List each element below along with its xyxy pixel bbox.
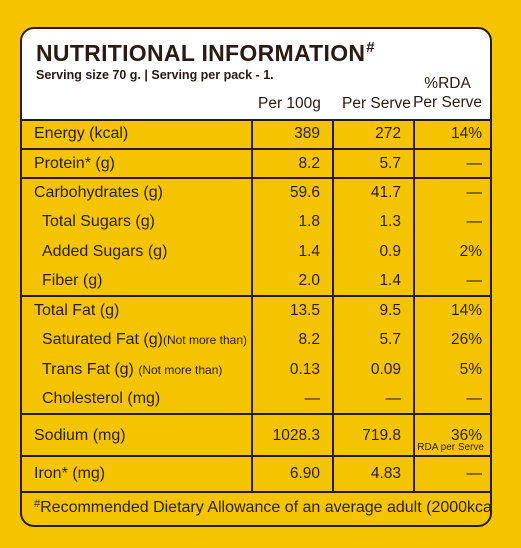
row-fiber: Fiber (g) 2.0 1.4 — (22, 266, 490, 295)
nutrient-name-text: Trans Fat (g) (42, 360, 134, 378)
footer-note: #Recommended Dietary Allowance of an ave… (34, 498, 492, 517)
value-per-100g: 2.0 (298, 271, 320, 289)
value-per-100g: 0.13 (289, 360, 320, 378)
row-divider (22, 413, 490, 415)
row-total-sugars: Total Sugars (g) 1.8 1.3 — (22, 207, 490, 237)
row-divider (22, 295, 490, 297)
row-iron: Iron* (mg) 6.90 4.83 — (22, 457, 490, 491)
nutrition-panel: NUTRITIONAL INFORMATION# Serving size 70… (20, 27, 492, 527)
value-per-serve: 5.7 (379, 331, 401, 348)
value-per-100g: 1.8 (298, 213, 320, 230)
nutrient-name: Energy (kcal) (34, 125, 129, 142)
row-divider (22, 177, 490, 179)
row-cholesterol: Cholesterol (mg) — — — (22, 384, 490, 413)
value-rda: 5% (459, 360, 482, 378)
nutrient-name: Trans Fat (g) (Not more than) (42, 361, 222, 379)
value-per-serve: — (385, 389, 402, 407)
serving-info: Serving size 70 g. | Serving per pack - … (36, 68, 274, 82)
value-rda: — (466, 271, 483, 289)
footer-divider (22, 491, 490, 493)
value-rda: 14% (450, 302, 482, 319)
value-per-serve: 0.09 (370, 360, 401, 378)
column-header-per-100g: Per 100g (258, 95, 321, 112)
value-rda: — (466, 465, 483, 482)
header-divider (22, 119, 490, 121)
nutrient-name: Total Sugars (g) (42, 213, 155, 230)
rda-note: RDA per Serve (417, 442, 484, 453)
value-rda: 14% (450, 125, 482, 142)
nutrient-name: Fiber (g) (42, 271, 103, 289)
nutrient-name-text: Saturated Fat (g) (42, 331, 163, 348)
value-rda: 26% (450, 331, 482, 348)
value-rda: — (466, 389, 483, 407)
nutrient-name: Total Fat (g) (34, 302, 120, 319)
value-per-serve: 1.3 (379, 213, 401, 230)
value-per-serve: 1.4 (379, 271, 401, 289)
row-total-fat: Total Fat (g) 13.5 9.5 14% (22, 297, 490, 325)
nutrient-name: Iron* (mg) (34, 465, 106, 482)
value-rda: — (466, 184, 483, 201)
value-per-serve: 272 (375, 125, 401, 142)
nutrient-name: Carbohydrates (g) (34, 184, 163, 201)
title-mark: # (366, 39, 375, 56)
column-header-per-serve: Per Serve (342, 95, 411, 112)
nutrient-name: Added Sugars (g) (42, 242, 168, 260)
value-rda: 36% (450, 427, 482, 444)
nutrient-name: Sodium (mg) (34, 427, 126, 444)
panel-title: NUTRITIONAL INFORMATION# (36, 39, 375, 67)
value-per-serve: 41.7 (370, 184, 401, 201)
value-rda: 2% (459, 242, 482, 260)
footer-text: Recommended Dietary Allowance of an aver… (40, 499, 492, 516)
rda-header-line1: %RDA (424, 75, 471, 92)
header-section: NUTRITIONAL INFORMATION# Serving size 70… (22, 29, 490, 120)
nutrient-name: Protein* (g) (34, 154, 115, 172)
row-energy: Energy (kcal) 389 272 14% (22, 120, 490, 148)
value-per-100g: 59.6 (289, 184, 320, 201)
row-protein: Protein* (g) 8.2 5.7 — (22, 150, 490, 177)
rda-header-line2: Per Serve (413, 94, 482, 111)
nutrient-name: Cholesterol (mg) (42, 389, 161, 407)
nutrient-note: (Not more than) (138, 362, 223, 377)
nutrient-name: Saturated Fat (g)(Not more than) (42, 331, 247, 349)
value-per-100g: 1.4 (298, 242, 320, 260)
value-per-serve: 5.7 (379, 154, 401, 172)
column-header-rda: %RDA Per Serve (413, 74, 482, 112)
value-rda: — (466, 213, 483, 230)
value-rda: — (466, 154, 483, 172)
value-per-serve: 4.83 (370, 465, 401, 482)
footer-mark: # (34, 498, 41, 510)
column-divider (251, 120, 253, 492)
value-per-100g: — (304, 389, 321, 407)
value-per-100g: 1028.3 (272, 427, 320, 444)
title-text: NUTRITIONAL INFORMATION (36, 40, 366, 66)
row-trans-fat: Trans Fat (g) (Not more than) 0.13 0.09 … (22, 355, 490, 384)
column-divider (332, 120, 334, 492)
row-added-sugars: Added Sugars (g) 1.4 0.9 2% (22, 237, 490, 266)
value-per-serve: 9.5 (379, 302, 401, 319)
value-per-serve: 0.9 (379, 242, 401, 260)
value-per-100g: 13.5 (289, 302, 320, 319)
column-divider (413, 120, 415, 492)
value-per-100g: 8.2 (298, 331, 320, 348)
value-per-serve: 719.8 (362, 427, 401, 444)
row-sodium: Sodium (mg) 1028.3 719.8 36% RDA per Ser… (22, 415, 490, 455)
row-divider (22, 455, 490, 457)
row-divider (22, 148, 490, 150)
value-per-100g: 8.2 (298, 154, 320, 172)
row-saturated-fat: Saturated Fat (g)(Not more than) 8.2 5.7… (22, 325, 490, 355)
value-per-100g: 389 (294, 125, 320, 142)
row-carbohydrates: Carbohydrates (g) 59.6 41.7 — (22, 179, 490, 207)
nutrient-note: (Not more than) (162, 333, 247, 347)
value-per-100g: 6.90 (289, 465, 320, 482)
